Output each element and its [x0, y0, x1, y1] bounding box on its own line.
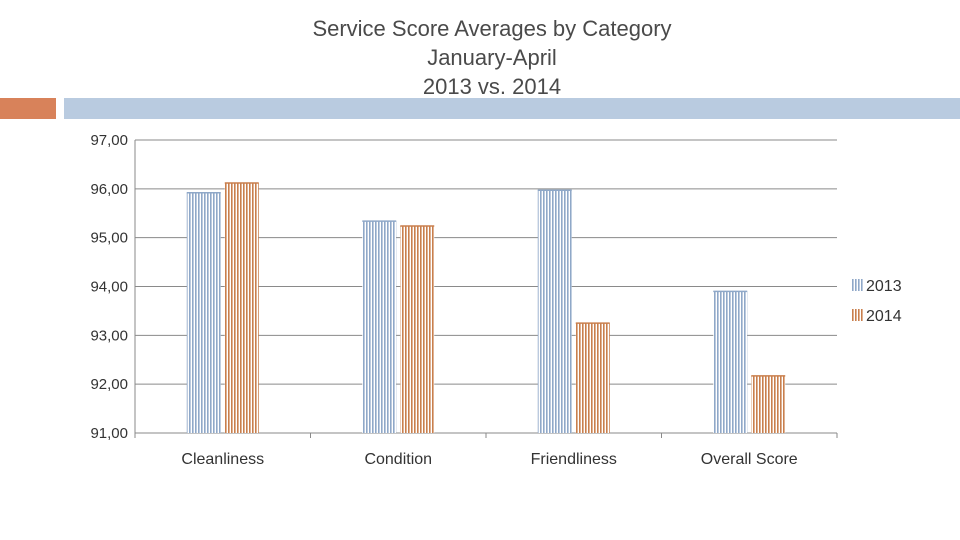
title-line-1: Service Score Averages by Category — [312, 16, 672, 41]
y-tick-label: 95,00 — [90, 230, 128, 247]
legend-swatch-2013 — [852, 279, 864, 291]
x-tick-label: Friendliness — [531, 451, 617, 468]
legend-swatch-2014 — [852, 309, 864, 321]
bar-2013-overall-score — [713, 291, 748, 433]
y-tick-label: 94,00 — [90, 279, 128, 296]
accent-bar-blue — [64, 98, 960, 119]
bar-2013-condition — [362, 221, 397, 433]
bar-2013-cleanliness — [186, 192, 221, 433]
x-tick-label: Cleanliness — [181, 451, 264, 468]
bar-2013-friendliness — [537, 190, 572, 433]
bar-2014-friendliness — [575, 323, 610, 433]
bar-2014-overall-score — [751, 375, 786, 433]
title-line-3: 2013 vs. 2014 — [422, 74, 562, 99]
y-tick-label: 92,00 — [90, 376, 128, 393]
legend-label-2014: 2014 — [866, 308, 902, 325]
y-tick-label: 96,00 — [90, 181, 128, 198]
x-tick-label: Overall Score — [701, 451, 798, 468]
legend-label-2013: 2013 — [866, 278, 902, 295]
y-tick-label: 97,00 — [90, 132, 128, 149]
y-tick-label: 91,00 — [90, 425, 128, 442]
title-line-2: January-April — [427, 45, 557, 70]
chart-title: Service Score Averages by Category Janua… — [0, 14, 960, 101]
bar-2014-condition — [400, 225, 435, 433]
x-tick-label: Condition — [364, 451, 432, 468]
accent-block-orange — [0, 98, 56, 119]
bar-2014-cleanliness — [224, 182, 259, 433]
y-tick-label: 93,00 — [90, 327, 128, 344]
